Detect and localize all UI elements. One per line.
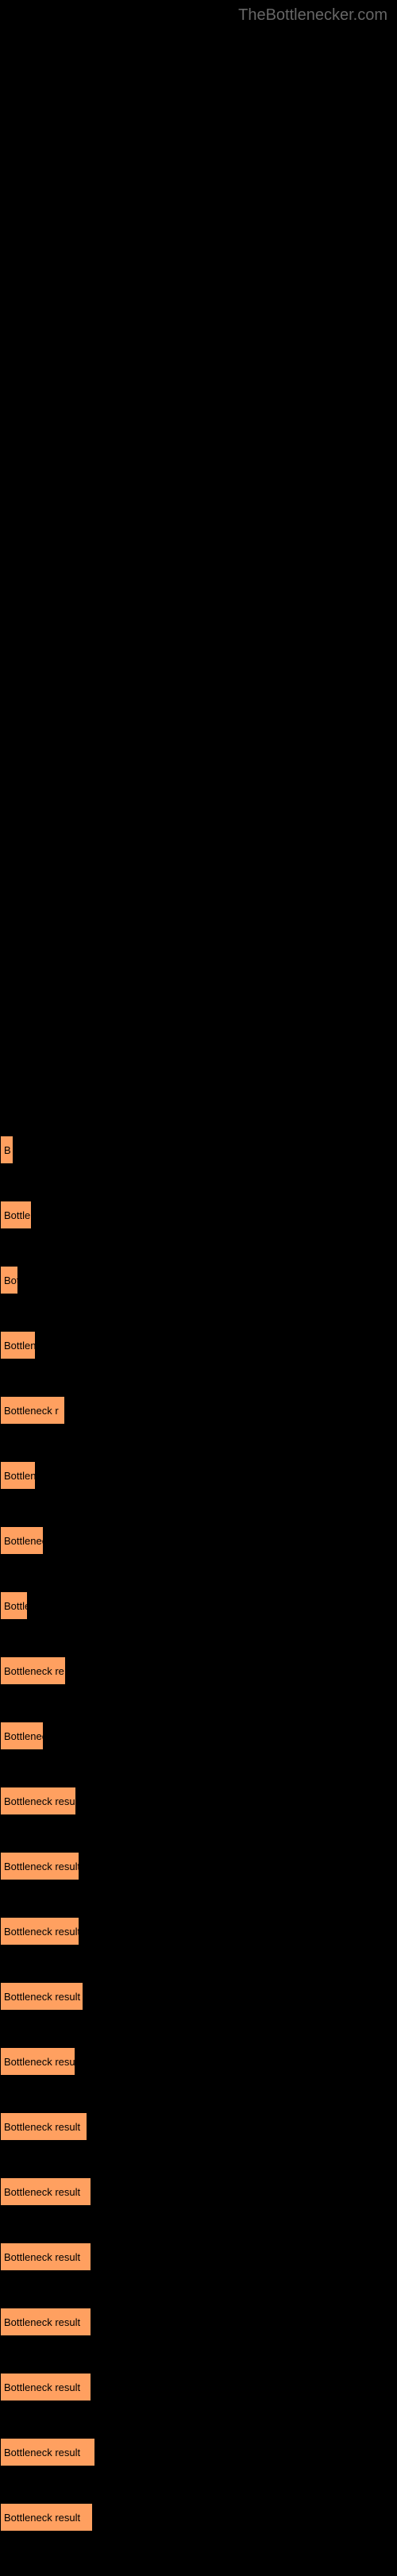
bar: Bottlen xyxy=(0,1201,32,1229)
bar-label: Bottlen xyxy=(4,1209,31,1221)
bar-row: Bottleneck result xyxy=(0,2479,397,2544)
bar: Bottlenec xyxy=(0,1331,36,1359)
bar-row: Bottlen xyxy=(0,1177,397,1242)
bar-label: Bottleneck result xyxy=(4,1991,80,2003)
bar: Bottleneck result xyxy=(0,2438,95,2466)
bar: Bottleneck result xyxy=(0,1982,83,2011)
bar-label: Bottleneck result xyxy=(4,1926,79,1938)
bar-label: Bottle xyxy=(4,1600,27,1612)
bar: Bottleneck resul xyxy=(0,1787,76,1815)
bar-label: Bottleneck result xyxy=(4,2512,80,2524)
bar-row: Bottleneck result xyxy=(0,2414,397,2479)
bar-label: Bottleneck result xyxy=(4,2186,80,2198)
bar-row: Bottlenec xyxy=(0,1307,397,1372)
bar: Bottleneck result xyxy=(0,1917,79,1945)
bar-row: Bottleneck result xyxy=(0,1828,397,1893)
bar-row: Bottleneck re xyxy=(0,1633,397,1698)
bar-label: Bottleneck re xyxy=(4,1665,64,1677)
bar-row: Bottleneck result xyxy=(0,1893,397,1958)
bar: Bottleneck result xyxy=(0,2373,91,2401)
bar-row: Bottleneck resul xyxy=(0,2023,397,2088)
bar-row: B xyxy=(0,1112,397,1177)
bar-label: Bottleneck result xyxy=(4,2316,80,2328)
bar: Bottleneck result xyxy=(0,2112,87,2141)
bar: Bottleneck result xyxy=(0,2503,93,2532)
bar: Bottlene xyxy=(0,1461,36,1490)
bar-row: Bottleneck resul xyxy=(0,1763,397,1828)
chart-container: B Bottlen Bot Bottlenec Bottleneck r Bottlene… xyxy=(0,0,397,2576)
bar-label: Bottleneck result xyxy=(4,2121,80,2133)
bar: Bottle xyxy=(0,1591,28,1620)
bar: Bottleneck result xyxy=(0,1852,79,1880)
bar: B xyxy=(0,1136,13,1164)
bar-row: Bottleneck result xyxy=(0,2349,397,2414)
bar-row: Bottleneck xyxy=(0,1502,397,1568)
bar-label: Bottleneck result xyxy=(4,2447,80,2458)
bar-row: Bottlenec xyxy=(0,1698,397,1763)
bar: Bottleneck r xyxy=(0,1396,65,1425)
bar-row: Bottleneck result xyxy=(0,2088,397,2154)
bar-label: Bottleneck resul xyxy=(4,2056,75,2068)
bar-row: Bottleneck result xyxy=(0,2154,397,2219)
bar-row: Bottleneck result xyxy=(0,2284,397,2349)
bar-row: Bottleneck result xyxy=(0,2219,397,2284)
bar-label: Bottleneck result xyxy=(4,2381,80,2393)
bar-row: Bottle xyxy=(0,1568,397,1633)
bar: Bottleneck result xyxy=(0,2242,91,2271)
bar-row: Bot xyxy=(0,1242,397,1307)
bar-label: Bottlene xyxy=(4,1470,35,1482)
bar: Bot xyxy=(0,1266,18,1294)
bar: Bottleneck re xyxy=(0,1656,66,1685)
bar: Bottleneck result xyxy=(0,2177,91,2206)
bar-label: Bot xyxy=(4,1275,17,1286)
bar-label: Bottleneck resul xyxy=(4,1795,75,1807)
bar-label: Bottleneck result xyxy=(4,2251,80,2263)
bar-label: Bottleneck xyxy=(4,1535,43,1547)
bar-row: Bottlene xyxy=(0,1437,397,1502)
bar-label: Bottleneck result xyxy=(4,1861,79,1872)
bar-row: Bottleneck r xyxy=(0,1372,397,1437)
bar: Bottleneck result xyxy=(0,2308,91,2336)
bar-label: Bottlenec xyxy=(4,1340,35,1352)
bar-label: Bottlenec xyxy=(4,1730,43,1742)
bar-label: B xyxy=(4,1144,11,1156)
bar-row: Bottleneck result xyxy=(0,1958,397,2023)
bar-label: Bottleneck r xyxy=(4,1405,59,1417)
bar: Bottleneck xyxy=(0,1526,44,1555)
watermark-text: TheBottlenecker.com xyxy=(238,6,387,25)
bar: Bottleneck resul xyxy=(0,2047,75,2076)
bar: Bottlenec xyxy=(0,1722,44,1750)
